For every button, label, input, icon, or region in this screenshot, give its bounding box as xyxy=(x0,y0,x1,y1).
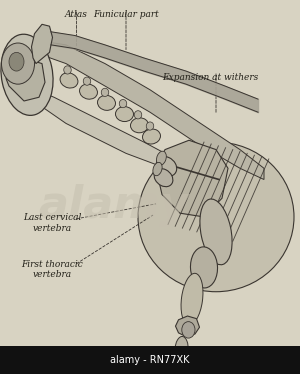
Polygon shape xyxy=(6,60,45,101)
Bar xyxy=(0,346,300,374)
Polygon shape xyxy=(32,24,52,64)
Ellipse shape xyxy=(64,66,71,74)
Ellipse shape xyxy=(200,199,232,265)
Ellipse shape xyxy=(142,129,160,144)
Ellipse shape xyxy=(134,111,142,119)
Ellipse shape xyxy=(190,247,218,288)
Ellipse shape xyxy=(175,337,188,364)
Ellipse shape xyxy=(154,169,173,187)
Ellipse shape xyxy=(119,99,127,108)
Text: Expansion at withers: Expansion at withers xyxy=(162,73,258,82)
Ellipse shape xyxy=(181,273,203,325)
Text: alamy - RN77XK: alamy - RN77XK xyxy=(110,355,190,365)
Ellipse shape xyxy=(80,84,98,99)
Polygon shape xyxy=(176,316,200,337)
Ellipse shape xyxy=(153,162,162,176)
Polygon shape xyxy=(42,41,264,180)
Text: First thoracic
vertebra: First thoracic vertebra xyxy=(22,260,83,279)
Text: alamy: alamy xyxy=(39,184,189,227)
Ellipse shape xyxy=(60,73,78,88)
Ellipse shape xyxy=(116,107,134,122)
Polygon shape xyxy=(36,90,180,172)
Ellipse shape xyxy=(130,118,148,133)
Text: Atlas: Atlas xyxy=(65,10,88,19)
Ellipse shape xyxy=(157,151,166,165)
Polygon shape xyxy=(156,140,228,217)
Text: Funicular part: Funicular part xyxy=(93,10,159,19)
Circle shape xyxy=(182,322,195,338)
Text: Last cervical
vertebra: Last cervical vertebra xyxy=(23,213,82,233)
Ellipse shape xyxy=(156,157,177,176)
Circle shape xyxy=(2,43,34,84)
Ellipse shape xyxy=(138,142,294,292)
Ellipse shape xyxy=(83,77,91,85)
Circle shape xyxy=(9,52,24,71)
Ellipse shape xyxy=(1,34,53,116)
Ellipse shape xyxy=(101,88,109,96)
Ellipse shape xyxy=(146,122,154,130)
Ellipse shape xyxy=(98,95,116,110)
